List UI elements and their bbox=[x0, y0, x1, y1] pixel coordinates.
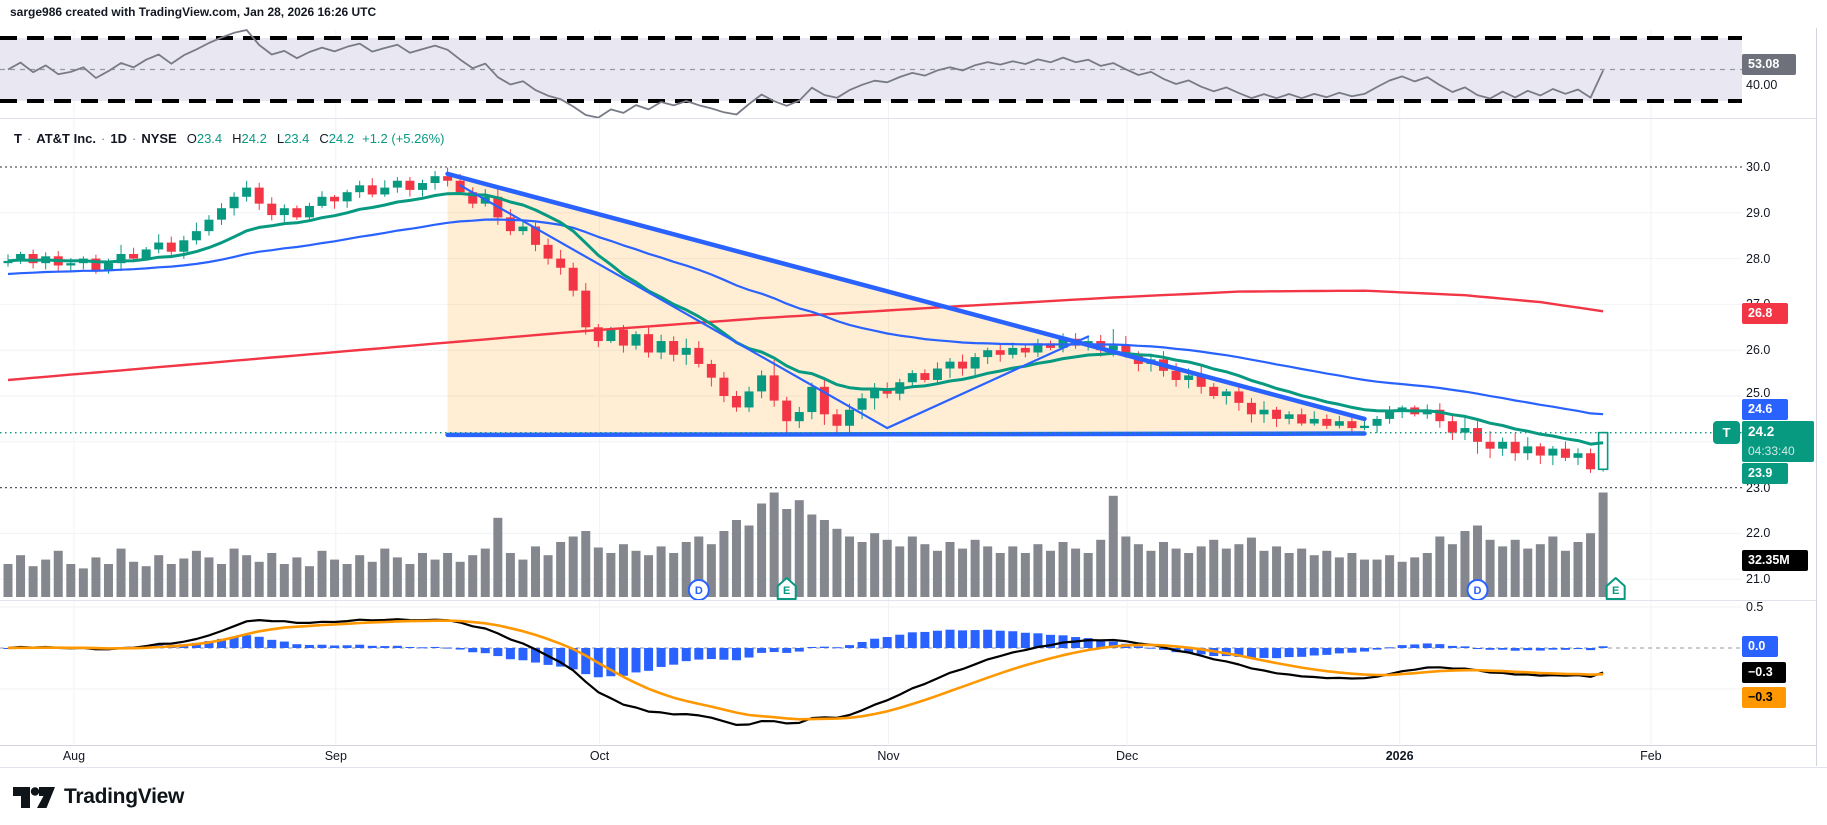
symbol-price-tag: T bbox=[1713, 421, 1740, 444]
high-value: 24.2 bbox=[241, 131, 267, 146]
legend-exchange[interactable]: NYSE bbox=[141, 131, 177, 146]
earnings-marker: E bbox=[776, 577, 797, 600]
legend-company-name[interactable]: AT&T Inc. bbox=[36, 131, 96, 146]
low-value: 23.4 bbox=[284, 131, 310, 146]
time-axis-label-Oct: Oct bbox=[589, 749, 610, 763]
open-label: O bbox=[186, 131, 197, 146]
scale-label-rsi-40: 40.00 bbox=[1746, 78, 1778, 92]
svg-text:D: D bbox=[1474, 585, 1482, 597]
svg-text:E: E bbox=[783, 585, 790, 597]
trendline-upper bbox=[445, 171, 1367, 422]
legend-separator: · bbox=[131, 131, 137, 146]
dividend-marker: D bbox=[687, 579, 710, 601]
footer-logo[interactable]: TradingView bbox=[12, 782, 184, 812]
scale-label-macd-05: 0.5 bbox=[1746, 600, 1764, 614]
trendline-support bbox=[445, 431, 1367, 438]
low-label: L bbox=[276, 131, 285, 146]
last-price-badge: 24.2 04:33:40 bbox=[1742, 421, 1814, 462]
time-axis-label-Nov: Nov bbox=[877, 749, 900, 763]
macd-hist-badge: 0.0 bbox=[1742, 635, 1778, 657]
ma-mid-line bbox=[7, 218, 1604, 416]
time-axis-label-Dec: Dec bbox=[1115, 749, 1139, 763]
time-axis-label-Aug: Aug bbox=[62, 749, 86, 763]
bar-countdown: 04:33:40 bbox=[1748, 444, 1795, 458]
time-axis-label-Feb: Feb bbox=[1640, 749, 1662, 763]
ma-fast-line bbox=[7, 192, 1604, 446]
legend-separator: · bbox=[101, 131, 106, 146]
macd-signal-badge: −0.3 bbox=[1742, 686, 1786, 708]
dividend-marker: D bbox=[1466, 579, 1489, 601]
ma-mid-badge: 24.6 bbox=[1742, 398, 1788, 420]
legend-interval[interactable]: 1D bbox=[110, 131, 127, 146]
trendline-inner-a bbox=[459, 184, 889, 430]
legend-separator: · bbox=[26, 131, 32, 146]
scale-label-price-26: 26.0 bbox=[1746, 343, 1771, 357]
close-value: 24.2 bbox=[328, 131, 355, 146]
open-value: 23.4 bbox=[196, 131, 223, 146]
tradingview-logo-text: TradingView bbox=[64, 785, 185, 808]
scale-label-price-28: 28.0 bbox=[1746, 252, 1771, 266]
scale-label-price-30: 30.0 bbox=[1746, 160, 1771, 174]
macd-pane bbox=[0, 618, 1742, 727]
earnings-marker: E bbox=[1605, 577, 1626, 600]
ma-slow-badge: 26.8 bbox=[1742, 302, 1788, 324]
last-price-value: 24.2 bbox=[1748, 424, 1775, 439]
svg-text:E: E bbox=[1612, 585, 1619, 597]
high-label: H bbox=[232, 131, 242, 146]
symbol-legend: T · AT&T Inc. · 1D · NYSE O23.4 H24.2 L23.4 C24.2 +… bbox=[14, 131, 445, 146]
time-axis-label-Sep: Sep bbox=[324, 749, 347, 763]
macd-signal-line bbox=[7, 619, 1604, 721]
attribution-text: sarge986 created with TradingView.com, J… bbox=[10, 5, 377, 19]
rsi-value-badge: 53.08 bbox=[1742, 53, 1796, 75]
change-value: +1.2 (+5.26%) bbox=[362, 131, 445, 146]
macd-line-badge: −0.3 bbox=[1742, 661, 1786, 683]
time-axis[interactable]: Aug Sep Oct Nov Dec 2026 Feb bbox=[0, 745, 1742, 769]
scale-label-price-22: 22.0 bbox=[1746, 526, 1771, 540]
close-label: C bbox=[319, 131, 329, 146]
volume-badge: 32.35M bbox=[1742, 549, 1808, 571]
scale-label-price-25: 25.0 bbox=[1746, 386, 1771, 400]
ma-fast-badge: 23.9 bbox=[1742, 462, 1788, 484]
rsi-line bbox=[7, 29, 1604, 119]
triangle-pattern-fill bbox=[447, 173, 1365, 435]
legend-symbol[interactable]: T bbox=[14, 131, 22, 146]
scale-label-price-29: 29.0 bbox=[1746, 206, 1771, 220]
trendline-inner-b bbox=[886, 335, 1090, 430]
scale-label-price-21: 21.0 bbox=[1746, 572, 1771, 586]
svg-text:D: D bbox=[695, 585, 703, 597]
tradingview-logo-icon bbox=[13, 787, 55, 808]
ma-200-line bbox=[7, 289, 1604, 382]
time-axis-label-2026: 2026 bbox=[1385, 749, 1414, 763]
scale-label-price-23: 23.0 bbox=[1746, 481, 1771, 495]
